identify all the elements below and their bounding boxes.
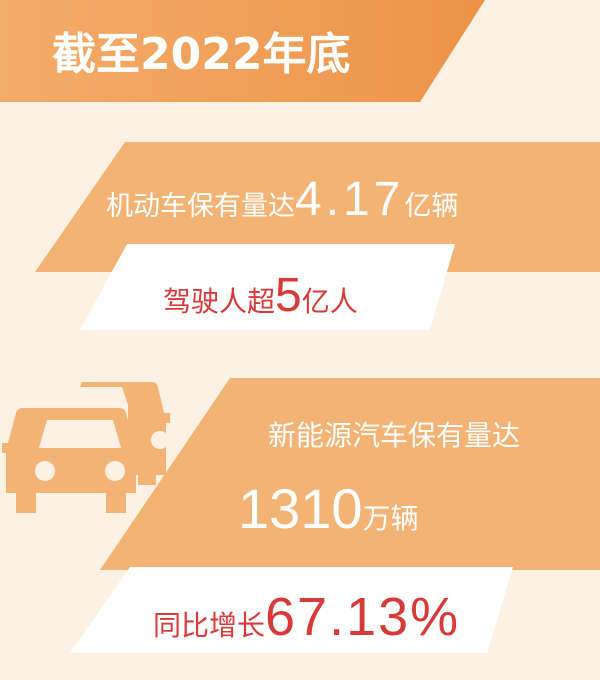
drivers-band: [80, 244, 455, 330]
motor-vehicle-unit: 亿辆: [404, 191, 459, 222]
growth-label: 同比增长: [153, 609, 266, 642]
page-title: 截至2022年底: [52, 29, 351, 80]
nev-band: [100, 378, 600, 570]
growth-band: [70, 567, 513, 653]
drivers-label: 驾驶人超: [163, 285, 276, 318]
drivers-unit: 亿人: [301, 285, 358, 318]
nev-value: 1310: [238, 477, 363, 540]
nev-label: 新能源汽车保有量达: [268, 419, 521, 452]
nev-unit: 万辆: [362, 502, 419, 535]
motor-vehicle-band: [35, 142, 600, 272]
drivers-value: 5: [275, 269, 302, 322]
motor-vehicle-label: 机动车保有量达: [106, 191, 295, 222]
motor-vehicle-value: 4.17: [295, 173, 405, 226]
car-icon: [2, 381, 170, 513]
nev-stat: 1310万辆: [238, 476, 419, 541]
growth-stat: 同比增长67.13%: [153, 586, 460, 648]
motor-vehicle-stat: 机动车保有量达4.17亿辆: [106, 172, 458, 227]
drivers-stat: 驾驶人超5亿人: [163, 268, 358, 323]
growth-value: 67.13%: [265, 587, 461, 647]
title-band: [0, 0, 485, 102]
